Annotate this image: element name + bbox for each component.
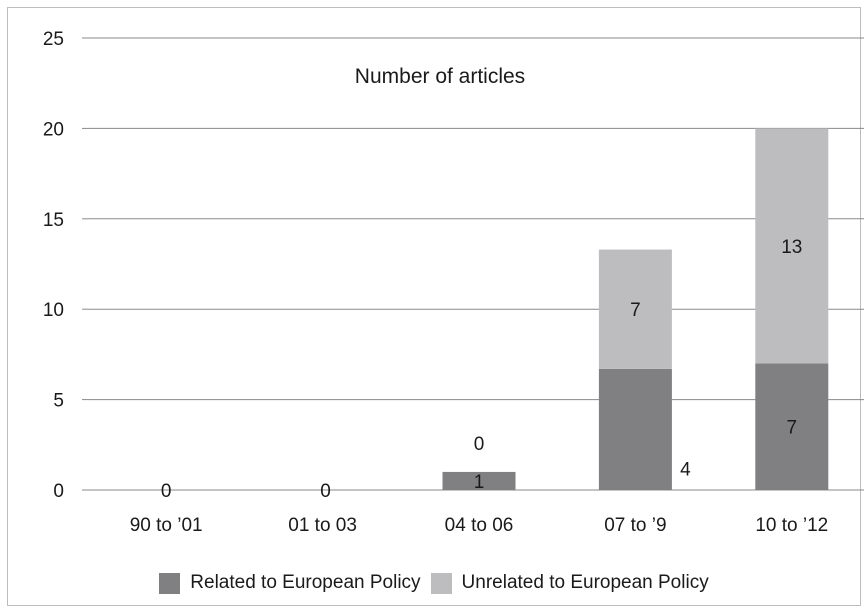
bar-related: [599, 369, 672, 490]
data-labels: 1 7 7 13 0 0 0 4: [161, 237, 802, 502]
x-tick-label: 07 to ’9: [604, 515, 666, 536]
y-tick-label: 20: [43, 119, 64, 140]
legend-item-related: Related to European Policy: [159, 572, 420, 594]
x-tick-label: 01 to 03: [288, 515, 357, 536]
y-tick-label: 5: [53, 391, 64, 412]
y-tick-label: 10: [43, 300, 64, 321]
data-annotation: 4: [680, 459, 691, 480]
chart-title: Number of articles: [355, 65, 525, 88]
x-tick-label: 10 to ’12: [755, 515, 828, 536]
legend: Related to European Policy Unrelated to …: [0, 572, 868, 594]
data-label: 7: [787, 418, 798, 439]
legend-swatch-related: [159, 573, 180, 594]
legend-label-related: Related to European Policy: [190, 572, 420, 594]
data-annotation: 0: [320, 481, 331, 502]
x-axis-ticks: 90 to ’01 01 to 03 04 to 06 07 to ’9 10 to ’…: [130, 515, 829, 536]
data-label: 1: [474, 472, 485, 493]
x-tick-label: 90 to ’01: [130, 515, 203, 536]
legend-label-unrelated: Unrelated to European Policy: [462, 572, 709, 594]
data-annotation: 0: [474, 434, 485, 455]
legend-swatch-unrelated: [431, 573, 452, 594]
data-annotation: 0: [161, 481, 172, 502]
y-tick-label: 15: [43, 210, 64, 231]
y-tick-label: 25: [43, 29, 64, 50]
data-label: 13: [781, 237, 802, 258]
y-axis-ticks: 0 5 10 15 20 25: [43, 29, 88, 502]
data-label: 7: [630, 300, 641, 321]
x-tick-label: 04 to 06: [445, 515, 514, 536]
y-tick-label: 0: [53, 481, 64, 502]
legend-item-unrelated: Unrelated to European Policy: [431, 572, 709, 594]
gridlines: [88, 38, 864, 400]
